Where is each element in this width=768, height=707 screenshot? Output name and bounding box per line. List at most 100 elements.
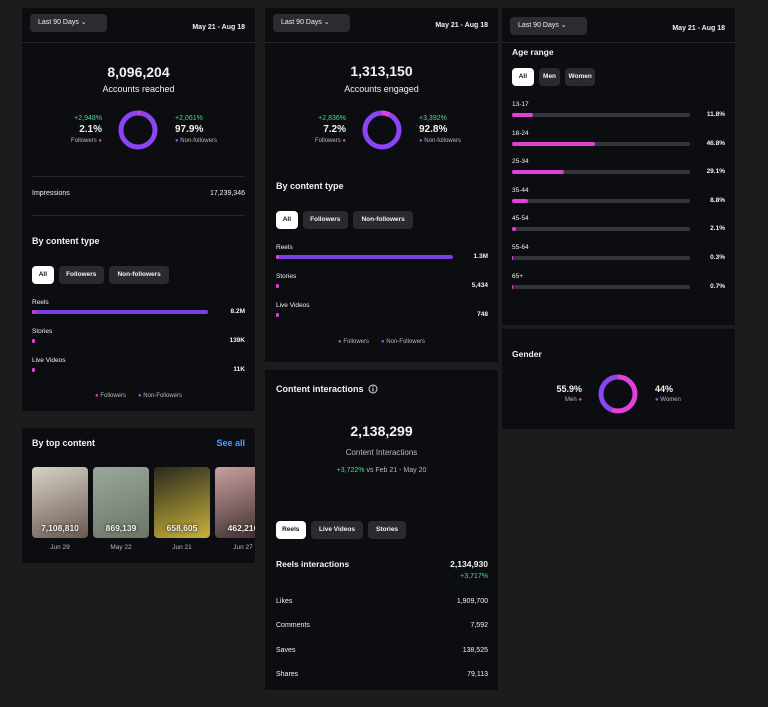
followers-value: 7.2% [323,124,346,135]
filter-chip[interactable]: Live Videos [310,521,364,539]
age-label: 45-54 [512,215,529,223]
legend-dot: ● [338,339,344,345]
reels-total: 2,134,930 [450,559,488,569]
metric-label: Saves [276,646,296,654]
period-dropdown[interactable]: Last 90 Days ⌄ [30,14,107,32]
age-bar [512,170,564,175]
filter-chip[interactable]: Women [565,68,595,86]
age-label: 25-34 [512,158,529,166]
reach-panel: Last 90 Days ⌄ May 21 - Aug 18 8,096,204… [22,8,255,411]
engaged-panel: Last 90 Days ⌄ May 21 - Aug 18 1,313,150… [265,8,498,362]
men-value: 55.9% [556,384,582,394]
age-label: 55-64 [512,244,529,251]
filter-chip[interactable]: All [512,68,534,86]
age-value: 46.8% [706,139,725,147]
legend-item: Followers [100,393,126,399]
age-value: 11.8% [706,111,725,118]
gender-panel: Gender 55.9% Men ● 44% ● Women [502,329,735,429]
content-bar [276,255,453,259]
legend-dot: ● [381,339,387,345]
filter-chip[interactable]: All [32,266,54,284]
age-bar [512,113,533,117]
divider [22,42,255,43]
thumbnail[interactable]: 869,139 [93,467,149,538]
date-range: May 21 - Aug 18 [192,24,245,31]
thumbnail-count: 7,108,810 [41,523,79,533]
men-label: Men [565,397,577,403]
see-all[interactable]: See all [216,438,245,448]
donut-segment [118,110,158,150]
thumbnail[interactable]: 7,108,810 [32,467,88,538]
thumbnail-count: 658,605 [166,523,198,533]
age-track [512,227,690,232]
non-followers-label: Non-followers [180,138,217,144]
donut-segment [598,374,638,414]
followers-value: 2.1% [79,124,102,135]
filter-chip[interactable]: Stories [368,521,406,539]
age-track [512,198,690,203]
legend-item: Non-Followers [386,339,425,345]
thumbnail-date: Jun 29 [50,544,70,551]
section-title: Content interactions [276,384,364,394]
age-track [512,256,690,260]
metric-value: 7,592 [470,622,488,630]
filter-chip[interactable]: Non-followers [352,211,414,229]
legend-item: Non-Followers [143,393,182,399]
info-icon[interactable] [368,384,378,394]
total: 8,096,204 [107,64,170,80]
compare: vs Feb 21 - May 20 [366,467,427,474]
bar-cap [32,368,35,372]
age-label: 35-44 [512,186,529,194]
section-title: By content type [32,236,100,246]
date-range: May 21 - Aug 18 [672,25,725,32]
non-followers-change: +2,061% [175,115,203,122]
age-label: 13-17 [512,101,529,108]
age-track [512,113,690,117]
filter-chip[interactable]: Followers [302,211,348,229]
metric-value: 79,113 [467,670,488,678]
section-title: Age range [512,47,554,57]
age-track [512,141,690,146]
legend: ● Followers ● Non-Followers [265,339,498,345]
age-label: 65+ [512,272,524,280]
period-text: Last 90 Days [281,19,322,26]
metric-label: Shares [276,670,299,678]
divider [32,215,245,216]
total-label: Accounts reached [102,84,175,94]
bar-cap [32,310,35,314]
thumbnail[interactable]: 658,605 [154,467,210,538]
content-value: 8.2M [230,308,245,315]
period-dropdown[interactable]: Last 90 Days ⌄ [510,17,587,35]
filter-chip[interactable]: Reels [276,521,306,539]
filter-chip[interactable]: Followers [58,266,104,284]
age-value: 0.7% [710,282,725,290]
followers-label: Followers [315,138,341,144]
period-text: Last 90 Days [518,22,559,29]
metric-value: 1,909,700 [456,598,488,605]
section-title: By content type [276,181,344,191]
reels-title: Reels interactions [276,559,350,569]
period-dropdown[interactable]: Last 90 Days ⌄ [273,14,350,32]
impressions-label: Impressions [32,190,70,197]
total-label: Accounts engaged [344,84,419,94]
content-label: Live Videos [276,302,310,309]
total: 1,313,150 [350,63,413,79]
age-bar [512,198,528,203]
thumbnail-count: 462,216 [227,523,255,533]
section-title: Gender [512,349,542,359]
legend-dot: ● [138,393,144,399]
thumbnail-date: May 22 [110,544,132,551]
thumbnail[interactable]: 462,216 [215,467,255,538]
age-bar [512,141,596,146]
filter-chip[interactable]: Non-followers [108,266,170,284]
filter-chip[interactable]: Men [538,68,561,86]
filter-chip[interactable]: All [276,211,298,229]
content-label: Reels [32,299,49,306]
metric-label: Likes [276,598,293,605]
thumbnail-count: 869,139 [105,523,137,533]
donut-segment [118,110,158,150]
content-label: Stories [32,328,53,335]
legend-item: Followers [343,339,369,345]
interactions-panel: Content interactions 2,138,299 Content I… [265,370,498,690]
content-label: Stories [276,273,297,280]
